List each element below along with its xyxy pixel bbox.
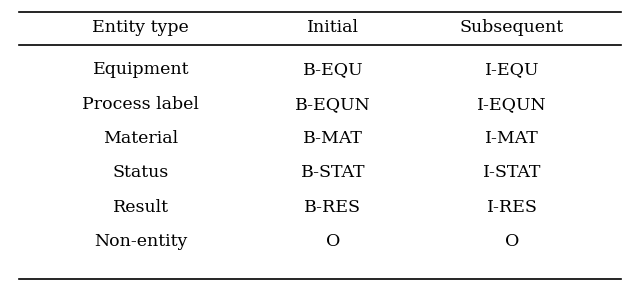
Text: I-STAT: I-STAT: [483, 164, 541, 181]
Text: Result: Result: [113, 199, 169, 216]
Text: Status: Status: [113, 164, 169, 181]
Text: B-MAT: B-MAT: [303, 130, 363, 147]
Text: I-RES: I-RES: [486, 199, 538, 216]
Text: Subsequent: Subsequent: [460, 19, 564, 36]
Text: Entity type: Entity type: [92, 19, 189, 36]
Text: I-MAT: I-MAT: [485, 130, 539, 147]
Text: B-EQU: B-EQU: [303, 61, 363, 78]
Text: Material: Material: [103, 130, 179, 147]
Text: O: O: [326, 233, 340, 250]
Text: O: O: [505, 233, 519, 250]
Text: Non-entity: Non-entity: [94, 233, 188, 250]
Text: Equipment: Equipment: [93, 61, 189, 78]
Text: I-EQU: I-EQU: [484, 61, 540, 78]
Text: Initial: Initial: [307, 19, 359, 36]
Text: B-EQUN: B-EQUN: [295, 96, 371, 113]
Text: B-RES: B-RES: [304, 199, 362, 216]
Text: B-STAT: B-STAT: [301, 164, 365, 181]
Text: Process label: Process label: [83, 96, 199, 113]
Text: I-EQUN: I-EQUN: [477, 96, 547, 113]
